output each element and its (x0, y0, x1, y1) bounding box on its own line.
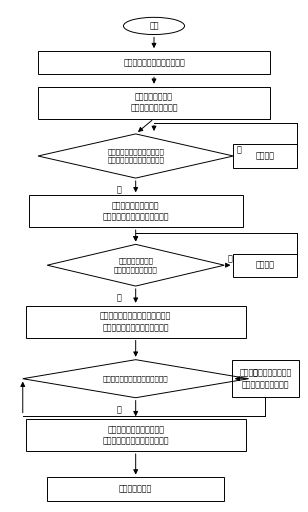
Text: 货物推入入口处工位的下一工位，
沿着循环线的循环方向向前推行: 货物推入入口处工位的下一工位， 沿着循环线的循环方向向前推行 (100, 311, 171, 332)
Text: 否: 否 (252, 368, 257, 377)
Text: 否: 否 (228, 254, 233, 264)
Text: 是: 是 (116, 405, 121, 414)
Text: 沿着循环线的循环方向向
前继行，判断下一巷道: 沿着循环线的循环方向向 前继行，判断下一巷道 (239, 369, 292, 389)
Text: 立体仓库循环线进行工位划分: 立体仓库循环线进行工位划分 (123, 58, 185, 67)
Bar (26, 419, 245, 451)
Text: 货物推行至巷道: 货物推行至巷道 (119, 485, 152, 494)
Bar (29, 195, 242, 227)
Bar (38, 51, 270, 74)
Bar (233, 144, 298, 167)
Text: 是: 是 (116, 185, 121, 195)
Text: 接受货物入库申请
将货物放置于初始工位: 接受货物入库申请 将货物放置于初始工位 (130, 92, 178, 113)
Bar (47, 478, 224, 501)
Text: 开始: 开始 (149, 22, 159, 30)
Bar (232, 360, 299, 397)
Bar (233, 253, 298, 277)
Text: 是: 是 (116, 293, 121, 303)
Bar (26, 306, 245, 337)
Text: 判断巷道进货口工位是否无货待机: 判断巷道进货口工位是否无货待机 (103, 375, 168, 382)
Text: 货物推入入口处工位，
沿着循环线的循环方向向前推行: 货物推入入口处工位， 沿着循环线的循环方向向前推行 (103, 201, 169, 221)
Text: 货物推入巷道进货口工位，
沿着循环线的循环方向向前推行: 货物推入巷道进货口工位， 沿着循环线的循环方向向前推行 (103, 425, 169, 445)
Text: 判断入口处工位和入口处工位
的下一位工位是否均无货待机: 判断入口处工位和入口处工位 的下一位工位是否均无货待机 (107, 148, 164, 163)
Text: 原地等候: 原地等候 (256, 152, 275, 160)
Text: 判断入口处工位的
下一工位是否无货待机: 判断入口处工位的 下一工位是否无货待机 (114, 258, 158, 273)
Text: 原地等候: 原地等候 (256, 261, 275, 270)
Bar (38, 87, 270, 119)
Text: 否: 否 (237, 145, 242, 154)
